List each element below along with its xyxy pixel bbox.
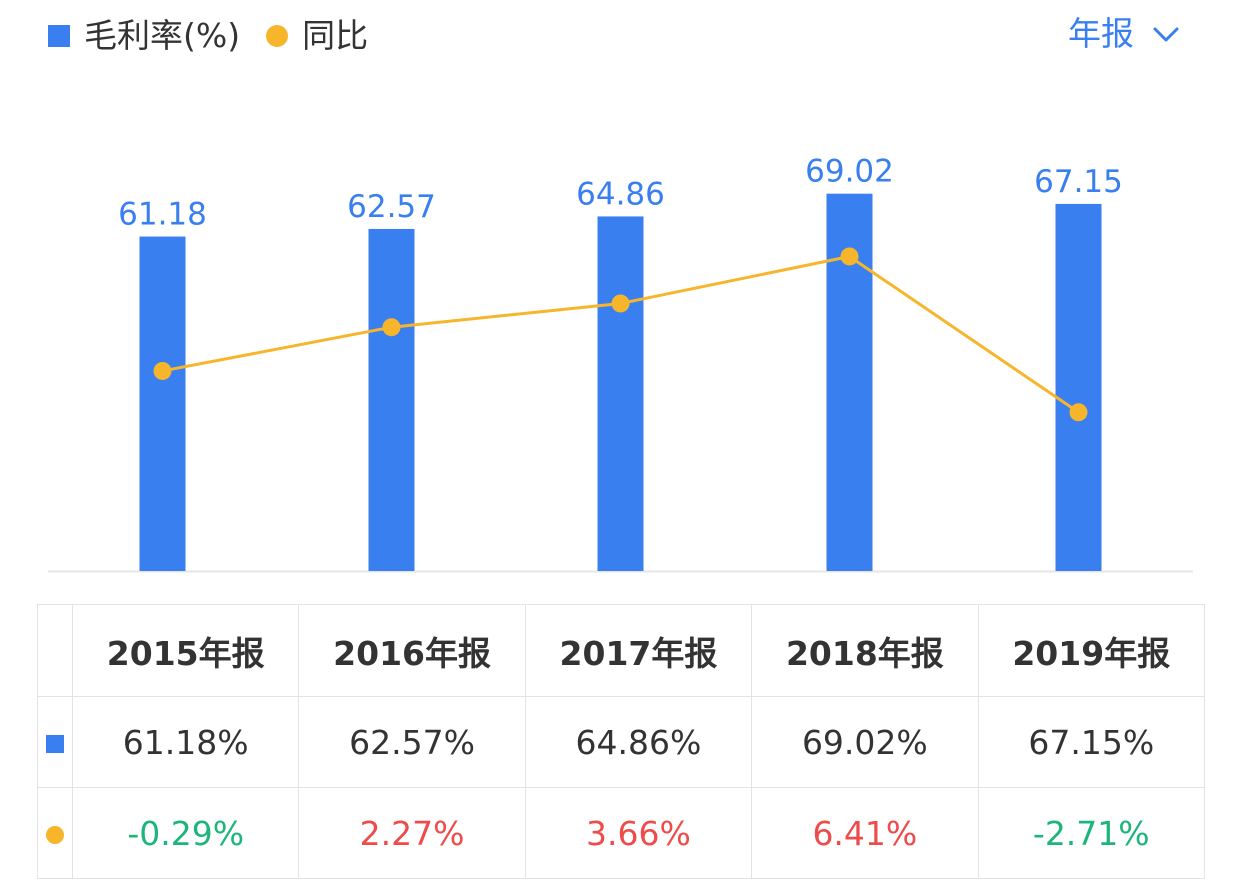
legend-bar-swatch	[48, 25, 70, 47]
table-cell: -2.71%	[977, 787, 1206, 879]
yoy-point-2015年报	[153, 361, 172, 380]
legend-item-yoy[interactable]: 同比	[266, 14, 368, 58]
yoy-point-2016年报	[382, 318, 401, 337]
bar-value-label: 61.18	[118, 197, 207, 233]
bar-value-label: 69.02	[805, 154, 894, 190]
table-cell: 61.18%	[71, 696, 300, 788]
bar-2019年报	[1055, 203, 1102, 571]
table-cell: 2.27%	[298, 787, 526, 879]
yoy-point-2017年报	[611, 294, 630, 313]
table-row-yoy: -0.29% 2.27% 3.66% 6.41% -2.71%	[37, 787, 1206, 879]
bar-value-label: 64.86	[576, 176, 665, 212]
table-cell: 67.15%	[977, 696, 1206, 788]
yoy-point-2018年报	[840, 247, 859, 266]
legend-yoy-label: 同比	[302, 16, 369, 55]
table-header-cell: 2015年报	[71, 604, 300, 697]
bar-2017年报	[597, 216, 644, 571]
legend-item-gross-margin[interactable]: 毛利率(%)	[48, 14, 240, 58]
table-cell: 69.02%	[751, 696, 979, 788]
bar-2015年报	[139, 236, 186, 572]
table-header-cell: 2017年报	[524, 604, 753, 697]
table-cell: -0.29%	[71, 787, 300, 879]
table-cell: 64.86%	[524, 696, 753, 788]
legend-dot-swatch	[266, 25, 289, 47]
table-header-cell: 2019年报	[977, 604, 1206, 697]
line-series-marker	[46, 826, 64, 844]
table-header-cell: 2016年报	[298, 604, 526, 697]
bar-value-label: 67.15	[1034, 164, 1123, 200]
bar-series-marker	[46, 735, 64, 753]
chevron-down-icon	[1153, 27, 1179, 42]
gross-margin-chart: 61.18 62.57 64.86 69.02 67.15	[48, 154, 1193, 573]
bar-2016年报	[368, 228, 415, 571]
table-corner-cell	[37, 604, 73, 697]
data-table: 2015年报 2016年报 2017年报 2018年报 2019年报 61.18…	[37, 604, 1206, 879]
table-cell: 3.66%	[524, 787, 753, 879]
legend-gross-margin-label: 毛利率(%)	[84, 16, 241, 55]
table-cell: 6.41%	[751, 787, 979, 879]
chart-legend: 毛利率(%) 同比	[48, 14, 394, 58]
table-row-marker	[37, 787, 73, 879]
table-header-cell: 2018年报	[751, 604, 979, 697]
table-row-gross-margin: 61.18% 62.57% 64.86% 69.02% 67.15%	[37, 696, 1206, 788]
bar-value-label: 62.57	[347, 189, 436, 225]
table-row-marker	[37, 696, 73, 788]
yoy-point-2019年报	[1069, 403, 1088, 422]
period-selector[interactable]: 年报	[1068, 12, 1180, 56]
period-selector-label: 年报	[1068, 14, 1134, 53]
table-header-row: 2015年报 2016年报 2017年报 2018年报 2019年报	[37, 604, 1206, 697]
table-cell: 62.57%	[298, 696, 526, 788]
